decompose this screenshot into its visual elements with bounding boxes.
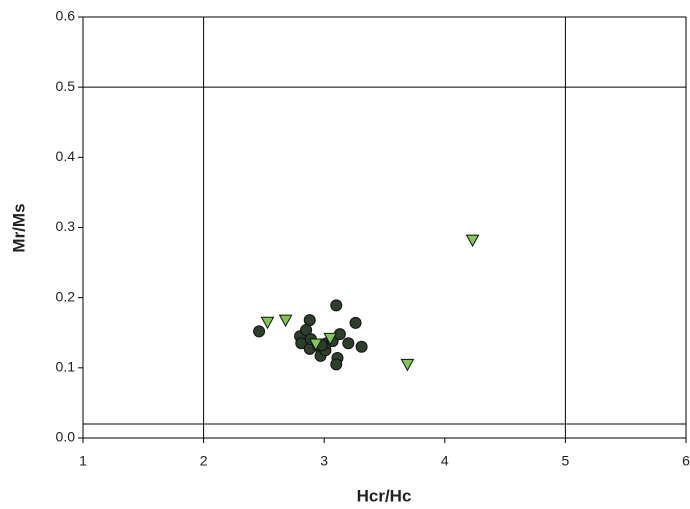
point	[349, 316, 362, 329]
x-axis-title: Hcr/Hc	[357, 486, 412, 505]
x-tick-label: 2	[200, 453, 208, 469]
y-axis-title: Mr/Ms	[9, 203, 28, 252]
point	[260, 316, 275, 330]
plot-frame	[82, 16, 687, 439]
point	[278, 314, 293, 328]
x-tick-label: 6	[682, 453, 690, 469]
y-tick-label: 0.0	[56, 429, 76, 445]
y-tick-label: 0.2	[56, 288, 76, 304]
point	[355, 340, 368, 353]
y-tick-label: 0.4	[56, 148, 76, 164]
y-tick-label: 0.1	[56, 359, 76, 375]
x-tick-label: 5	[562, 453, 570, 469]
x-tick-label: 1	[79, 453, 87, 469]
y-tick-label: 0.6	[56, 8, 76, 24]
point	[323, 332, 338, 346]
point	[330, 358, 343, 371]
point	[465, 234, 480, 248]
point	[308, 338, 323, 352]
point	[300, 323, 313, 336]
point	[400, 358, 415, 372]
x-tick-label: 3	[320, 453, 328, 469]
y-tick-label: 0.5	[56, 78, 76, 94]
point	[253, 325, 266, 338]
point	[330, 299, 343, 312]
x-tick-label: 4	[441, 453, 449, 469]
y-tick-label: 0.3	[56, 218, 76, 234]
point	[342, 337, 355, 350]
